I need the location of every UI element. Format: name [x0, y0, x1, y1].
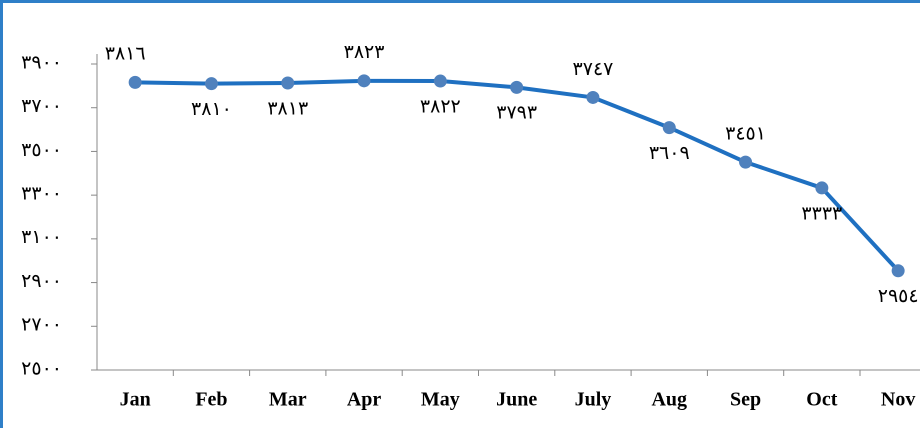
data-point: [586, 90, 600, 104]
data-label: ٣٦٠٩: [649, 143, 690, 164]
data-label: ٣٨١٠: [191, 99, 232, 120]
data-label: ٣٨٢٣: [344, 42, 385, 63]
data-point: [433, 74, 447, 88]
y-tick-label: ٣٧٠٠: [21, 96, 62, 117]
y-tick-label: ٢٧٠٠: [21, 315, 62, 336]
y-tick-label: ٣٣٠٠: [21, 184, 62, 205]
x-tick-label: Aug: [651, 389, 687, 411]
data-point: [204, 77, 218, 91]
data-point: [662, 121, 676, 135]
data-point: [128, 75, 142, 89]
y-tick-label: ٣٥٠٠: [21, 140, 62, 161]
x-tick-label: July: [575, 389, 612, 411]
y-tick-label: ٣٩٠٠: [21, 52, 62, 73]
data-point: [739, 155, 753, 169]
data-label: ٣٣٣٣: [801, 203, 842, 224]
x-tick-label: Apr: [347, 389, 382, 411]
data-point: [891, 264, 905, 278]
data-label: ٣٨٢٢: [420, 96, 461, 117]
data-point: [815, 181, 829, 195]
data-point: [281, 76, 295, 90]
data-point: [510, 80, 524, 94]
x-tick-label: Oct: [806, 389, 837, 411]
y-tick-label: ٢٥٠٠: [21, 358, 62, 379]
data-point: [357, 74, 371, 88]
x-tick-label: Sep: [730, 389, 761, 411]
x-tick-label: Feb: [195, 389, 227, 411]
data-label: ٣٧٩٣: [496, 103, 537, 124]
y-tick-label: ٢٩٠٠: [21, 271, 62, 292]
x-tick-label: Mar: [269, 389, 307, 411]
x-tick-label: May: [421, 389, 460, 411]
data-label: ٣٨١٦: [105, 44, 146, 65]
x-tick-label: June: [496, 389, 537, 411]
data-label: ٣٧٤٧: [573, 59, 614, 80]
data-label: ٢٩٥٤: [878, 286, 919, 307]
x-tick-label: Nov: [881, 389, 915, 411]
x-tick-label: Jan: [120, 389, 151, 411]
data-label: ٣٤٥١: [725, 123, 766, 144]
y-tick-label: ٣١٠٠: [21, 227, 62, 248]
data-label: ٣٨١٣: [267, 98, 308, 119]
